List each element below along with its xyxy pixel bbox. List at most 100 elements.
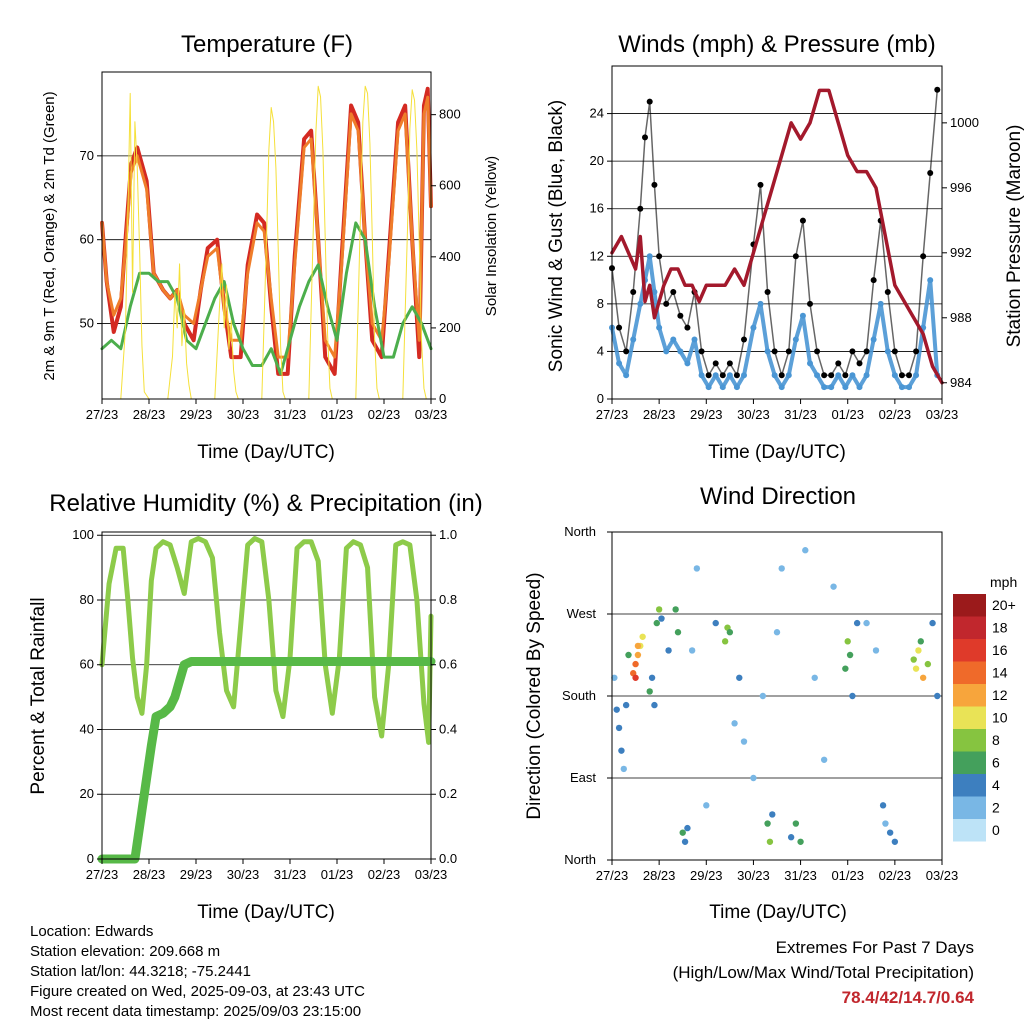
y-tick-label: 40 [80,721,94,736]
series-line [610,88,944,385]
colorbar-swatch [953,661,986,684]
direction-point [625,651,632,659]
direction-point [712,619,719,627]
direction-point [844,638,851,645]
x-tick-label: 28/23 [643,407,676,422]
temperature-title: Temperature (F) [181,31,353,58]
colorbar-label: 18 [992,620,1008,636]
y-tick-label: 100 [72,527,94,542]
direction-point [740,738,748,745]
direction-point [879,802,887,809]
humidity-x-label: Time (Day/UTC) [197,902,335,923]
direction-point [917,638,924,645]
winds-y-label: Sonic Wind & Gust (Blue, Black) [546,100,567,372]
x-tick-label: 03/23 [926,868,959,883]
direction-point [811,674,818,681]
y-tick-label: 24 [590,106,604,121]
x-tick-label: 01/23 [321,867,354,882]
direction-point [613,706,620,713]
x-tick-label: 01/23 [321,407,354,422]
direction-point [648,674,656,681]
direction-point [653,619,660,627]
winds-right-y-label: Station Pressure (Maroon) [1004,125,1024,348]
x-tick-label: 01/23 [831,868,864,883]
direction-point [882,820,889,827]
colorbar-label: 2 [992,800,1000,816]
right-y-tick-label: 0.8 [439,592,457,607]
direction-point [830,583,837,590]
winds-x-label: Time (Day/UTC) [708,442,846,463]
direction-point [773,629,781,636]
station-info: Location: Edwards Station elevation: 209… [30,922,365,1022]
direction-point [615,724,623,732]
wind-direction-y-label: Direction (Colored By Speed) [524,572,545,819]
y-tick-label: West [567,606,597,621]
wind-direction-points [611,547,941,845]
wind-series-line [611,89,939,376]
info-latlon: Station lat/lon: 44.3218; -75.2441 [30,963,252,980]
direction-point [863,619,870,627]
colorbar-swatch [953,706,986,729]
series-line [99,535,434,745]
direction-point [764,820,771,827]
right-y-tick-label: 1000 [950,115,979,130]
direction-point [679,829,686,836]
colorbar-label: 8 [992,732,1000,748]
extremes-subtitle: (High/Low/Max Wind/Total Precipitation) [672,963,974,982]
x-tick-label: 30/23 [737,868,770,883]
right-y-tick-label: 992 [950,245,972,260]
right-y-tick-label: 996 [950,180,972,195]
y-tick-label: 16 [590,201,604,216]
humidity-y-label: Percent & Total Rainfall [28,597,49,794]
colorbar-label: 4 [992,777,1000,793]
humidity-right-y-ticks: 0.0 0.2 0.4 0.6 0.8 1.0 [431,527,457,866]
x-tick-label: 03/23 [415,407,448,422]
right-y-tick-label: 200 [439,320,461,335]
winds-right-y-ticks: 984 988 992 996 1000 [942,115,979,390]
direction-point [750,774,757,782]
direction-point [929,619,936,627]
right-y-tick-label: 988 [950,310,972,325]
wind-direction-panel: Wind Direction North East South West North 2… [524,483,1017,923]
direction-point [655,606,663,613]
winds-x-ticks: 27/23 28/23 29/23 30/23 31/23 01/23 02/23 03/23 [596,399,958,422]
temperature-panel: Temperature (F) 50 60 70 0 200 400 600 800 27/… [41,31,500,463]
speed-colorbar: mph 20+ 18 16 14 12 10 8 6 4 2 0 [953,574,1017,842]
x-tick-label: 02/23 [879,407,912,422]
colorbar-label: 14 [992,665,1008,681]
colorbar-swatch [953,774,986,797]
y-tick-label: 0 [597,391,604,406]
x-tick-label: 31/23 [784,407,817,422]
x-tick-label: 27/23 [596,868,629,883]
series-line [100,221,433,376]
humidity-panel: Relative Humidity (%) & Precipitation (i… [28,490,483,923]
x-tick-label: 29/23 [180,407,213,422]
direction-point [658,615,665,622]
direction-point [802,547,809,554]
direction-point [912,665,920,672]
direction-point [672,606,679,613]
info-created: Figure created on Wed, 2025-09-03, at 23… [30,983,365,1000]
y-tick-label: 20 [590,153,604,168]
direction-point [721,638,729,645]
y-tick-label: 80 [80,592,94,607]
direction-point [632,660,639,668]
direction-point [688,647,696,654]
x-tick-label: 30/23 [737,407,770,422]
humidity-y-ticks: 0 20 40 60 80 100 [72,527,102,866]
colorbar-swatch [953,729,986,752]
x-tick-label: 31/23 [274,407,307,422]
winds-frame [611,65,943,400]
wind-direction-y-ticks: North East South West North [562,524,612,867]
direction-point [919,674,927,681]
direction-point [646,688,653,695]
direction-point [684,824,691,832]
direction-point [849,692,856,700]
colorbar-title: mph [990,574,1017,590]
y-tick-label: North [564,524,596,539]
extremes-box: Extremes For Past 7 Days (High/Low/Max W… [673,935,974,1010]
colorbar-swatch [953,796,986,819]
direction-point [924,660,932,668]
direction-point [766,838,774,845]
colorbar-swatch [953,751,986,774]
